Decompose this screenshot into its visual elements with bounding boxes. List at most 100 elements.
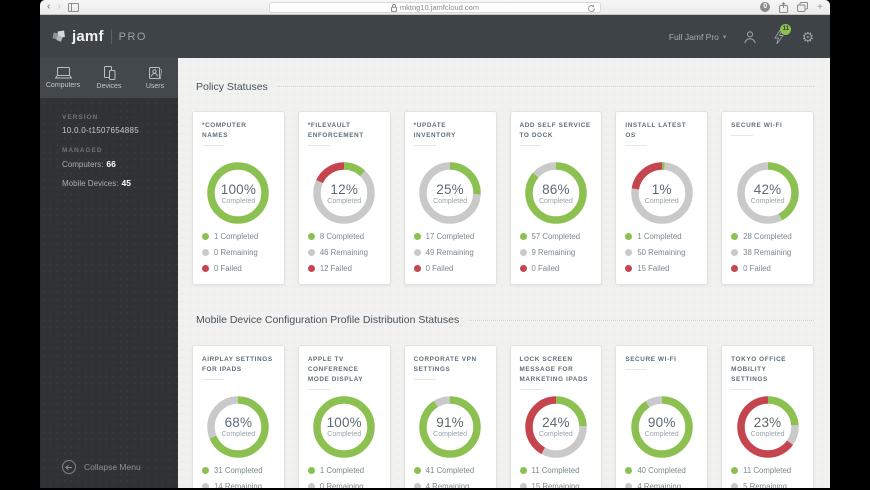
donut-ring xyxy=(207,162,270,225)
card-title-block: AirPlay Settings for iPads xyxy=(202,355,275,392)
legend-dot-completed xyxy=(625,466,633,474)
sidebar-tab-users[interactable]: Users xyxy=(132,58,178,98)
status-card[interactable]: Secure Wi-Fi 90% Completed 40 Completed 4 Re… xyxy=(615,344,709,488)
donut-chart: 1% Completed xyxy=(630,161,694,225)
share-icon[interactable] xyxy=(779,1,789,13)
legend-dot-completed xyxy=(519,466,527,474)
legend-dot-completed xyxy=(413,466,421,474)
address-bar[interactable]: mktng10.jamfcloud.com xyxy=(269,2,601,13)
card-title: AirPlay Settings for iPads xyxy=(202,355,273,373)
status-card[interactable]: *FileVault Enforcement 12% Completed 8 Comp… xyxy=(297,111,391,286)
settings-button[interactable]: ⚙ xyxy=(801,30,814,44)
percent-label: Completed xyxy=(221,197,256,205)
card-title-block: Lock Screen Message for Marketing iPads xyxy=(519,355,593,392)
percent-value: 24% xyxy=(542,415,570,431)
card-title-block: Install Latest OS xyxy=(625,121,698,158)
back-button[interactable]: ‹ xyxy=(47,1,51,12)
legend-row: 0 Failed xyxy=(413,264,487,274)
card-title-divider xyxy=(519,145,542,147)
legend-text: 0 Failed xyxy=(425,264,454,274)
donut-center: 68% Completed xyxy=(206,395,270,459)
donut-chart: 42% Completed xyxy=(736,161,800,225)
lock-icon xyxy=(390,3,397,12)
legend-row: 1 Completed xyxy=(202,232,275,241)
card-title-divider xyxy=(202,378,224,380)
sidebar-toggle-icon[interactable] xyxy=(67,2,79,12)
percent-value: 42% xyxy=(753,181,782,197)
collapse-menu-button[interactable]: Collapse Menu xyxy=(40,446,178,488)
jamf-logo[interactable]: jamf PRO xyxy=(52,28,147,45)
card-title: Install Latest OS xyxy=(625,122,687,140)
donut-ring xyxy=(419,396,481,458)
status-card[interactable]: Install Latest OS 1% Completed 1 Completed 5… xyxy=(615,111,709,286)
legend-dot-remaining xyxy=(413,482,421,488)
dashboard: Policy Statuses *Computer Names 100% Comple… xyxy=(178,58,830,488)
account-dropdown[interactable]: Full Jamf Pro ▾ xyxy=(669,32,727,42)
legend-row: 38 Remaining xyxy=(731,248,804,257)
card-title: Secure Wi-Fi xyxy=(731,122,783,130)
legend-dot-remaining xyxy=(202,249,209,257)
sidebar-tab-label: Devices xyxy=(96,83,122,90)
donut-center: 100% Completed xyxy=(312,395,376,459)
forward-button[interactable]: › xyxy=(57,1,61,12)
user-account-button[interactable] xyxy=(743,30,757,44)
status-card[interactable]: Secure Wi-Fi 42% Completed 28 Completed 38 R… xyxy=(721,111,814,286)
donut-center: 23% Completed xyxy=(736,395,800,459)
status-card[interactable]: Corporate VPN Settings 91% Completed 41 Com… xyxy=(403,344,497,488)
legend-row: 15 Failed xyxy=(625,264,698,273)
donut-chart: 91% Completed xyxy=(418,395,482,459)
card-title: Add Self Service to Dock xyxy=(519,122,591,140)
status-card[interactable]: *Update Inventory 25% Completed 17 Complete… xyxy=(403,111,497,286)
donut-ring xyxy=(313,396,375,458)
legend-text: 15 Failed xyxy=(637,264,670,274)
refresh-icon[interactable] xyxy=(587,4,596,13)
app-header: jamf PRO Full Jamf Pro ▾ xyxy=(40,15,830,58)
gear-icon: ⚙ xyxy=(801,28,814,45)
percent-label: Completed xyxy=(433,431,467,439)
status-card[interactable]: AirPlay Settings for iPads 68% Completed 31… xyxy=(192,344,285,488)
notifications-button[interactable]: 11 xyxy=(774,23,792,44)
legend-text: 17 Completed xyxy=(425,232,475,242)
donut-ring xyxy=(525,162,587,225)
legend-text: 1 Completed xyxy=(319,465,365,475)
sidebar-tab-devices[interactable]: Devices xyxy=(86,58,132,98)
card-title-divider xyxy=(625,145,648,147)
legend-text: 28 Completed xyxy=(743,232,792,242)
legend-text: 8 Completed xyxy=(319,232,365,242)
donut-center: 12% Completed xyxy=(312,161,376,225)
legend-text: 46 Remaining xyxy=(319,248,368,258)
legend-text: 0 Failed xyxy=(531,264,560,274)
status-card[interactable]: Add Self Service to Dock 86% Completed 57 C… xyxy=(509,111,603,286)
legend-text: 5 Remaining xyxy=(743,481,787,488)
extension-badge-icon[interactable]: 0 xyxy=(760,2,771,12)
legend-dot-remaining xyxy=(413,249,421,257)
version-value: 10.0.0-t1507654885 xyxy=(62,126,140,135)
notification-count-badge: 11 xyxy=(780,23,792,35)
donut-center: 24% Completed xyxy=(524,395,588,459)
card-title: *Computer Names xyxy=(202,122,247,140)
donut-chart: 68% Completed xyxy=(206,395,270,459)
status-card[interactable]: Lock Screen Message for Marketing iPads 2… xyxy=(509,344,603,488)
card-title-divider xyxy=(307,145,330,147)
legend-text: 15 Remaining xyxy=(531,481,580,488)
section-title: Mobile Device Configuration Profile Dist… xyxy=(196,314,460,327)
sidebar-tab-computers[interactable]: Computers xyxy=(40,58,86,98)
card-title-divider xyxy=(625,368,648,370)
donut-chart: 24% Completed xyxy=(524,395,588,459)
status-card[interactable]: Tokyo Office Mobility Settings 23% Complet… xyxy=(721,344,814,488)
arrow-left-icon xyxy=(62,460,76,474)
logo-pro-label: PRO xyxy=(118,30,147,43)
legend-text: 40 Completed xyxy=(637,465,686,475)
legend-row: 49 Remaining xyxy=(413,248,487,257)
legend-text: 0 Remaining xyxy=(319,481,364,488)
card-title-block: Add Self Service to Dock xyxy=(519,121,593,158)
sidebar: Computers Devices xyxy=(40,58,178,488)
status-card[interactable]: *Computer Names 100% Completed 1 Completed 0… xyxy=(192,111,285,286)
legend-row: 41 Completed xyxy=(413,466,487,475)
tabs-icon[interactable] xyxy=(797,2,809,12)
new-tab-button[interactable]: + xyxy=(817,1,823,13)
percent-label: Completed xyxy=(538,197,573,205)
status-card[interactable]: Apple TV Conference Mode Display 100% Comp… xyxy=(297,344,391,488)
donut-ring xyxy=(630,396,693,458)
